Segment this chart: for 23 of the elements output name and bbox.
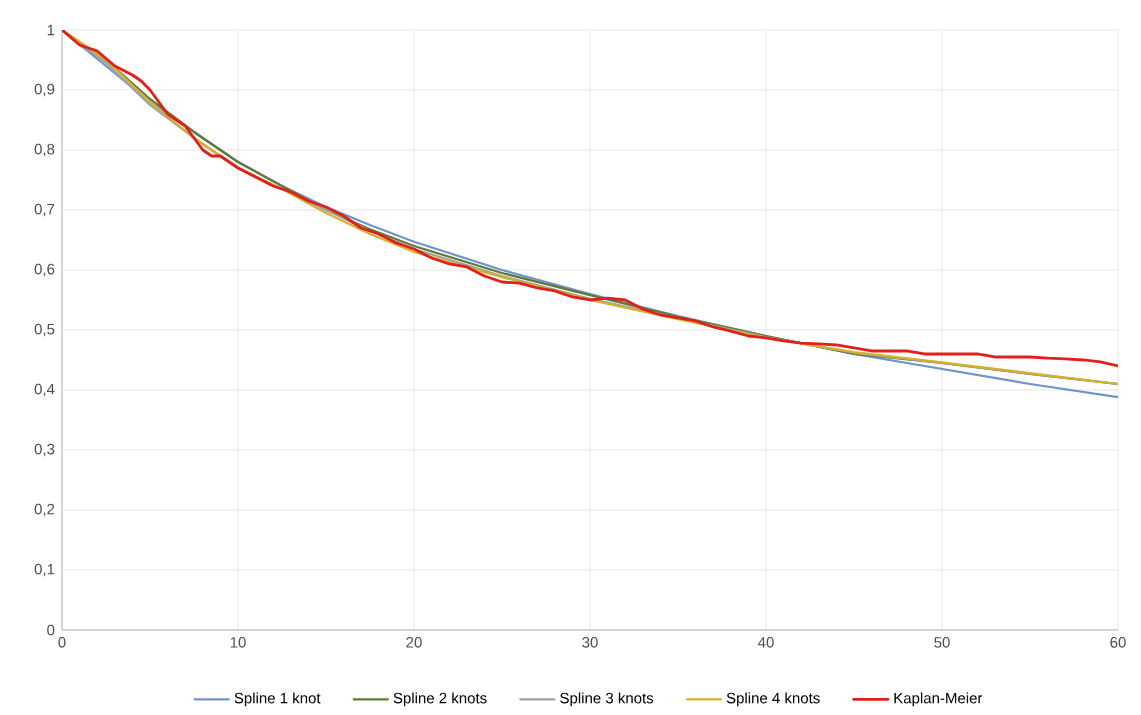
y-tick-label: 0,9: [34, 83, 55, 97]
y-tick-label: 1: [47, 24, 55, 36]
x-tick-label: 0: [58, 637, 66, 648]
x-tick-label: 20: [406, 637, 422, 648]
legend-label: Spline 3 knots: [560, 692, 654, 707]
x-tick-label: 40: [758, 637, 774, 648]
y-tick-label: 0,5: [34, 323, 55, 337]
legend-label: Spline 4 knots: [726, 692, 820, 707]
y-tick-label: 0,2: [34, 503, 55, 517]
y-tick-label: 0: [47, 624, 55, 636]
x-tick-label: 30: [582, 637, 598, 648]
y-tick-label: 0,3: [34, 443, 55, 457]
y-tick-label: 0,1: [34, 563, 55, 577]
x-tick-label: 60: [1110, 637, 1126, 648]
y-tick-label: 0,8: [34, 143, 55, 157]
y-tick-label: 0,4: [34, 383, 55, 397]
x-tick-label: 10: [230, 637, 246, 648]
y-tick-label: 0,7: [34, 203, 55, 217]
x-tick-label: 50: [934, 637, 950, 648]
legend-label: Spline 1 knot: [234, 692, 321, 707]
legend-label: Kaplan-Meier: [894, 692, 983, 707]
legend-label: Spline 2 knots: [393, 692, 487, 707]
y-tick-label: 0,6: [34, 263, 55, 277]
